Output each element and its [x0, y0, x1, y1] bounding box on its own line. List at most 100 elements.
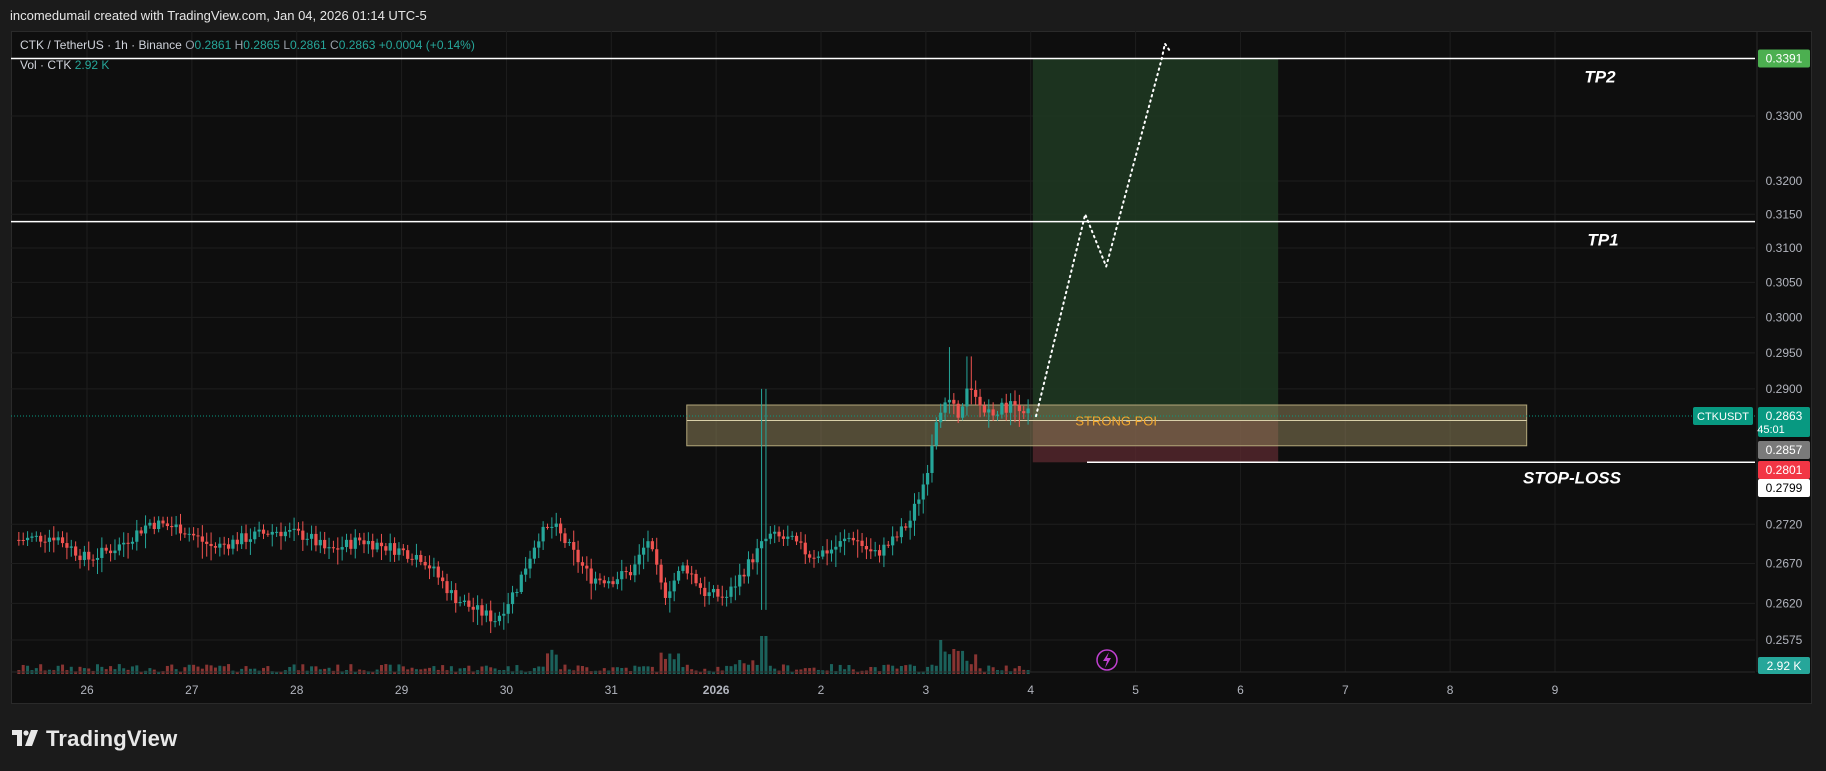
candle-body	[388, 543, 392, 551]
volume-value: 2.92 K	[74, 58, 110, 72]
candle-body	[803, 542, 807, 555]
volume-bar	[314, 666, 318, 674]
footer-brand: TradingView	[46, 726, 178, 751]
symbol-tag	[1693, 407, 1753, 426]
candle-body	[218, 543, 222, 548]
volume-bar	[655, 671, 659, 674]
volume-bar	[703, 668, 707, 674]
x-tick-label: 4	[1027, 683, 1034, 697]
candle-body	[676, 570, 681, 581]
volume-label[interactable]: Vol · CTK	[20, 58, 72, 72]
volume-bar	[484, 665, 488, 674]
candle-body	[135, 530, 139, 542]
candle-body	[698, 583, 703, 588]
volume-bar	[161, 671, 165, 674]
volume-bar	[926, 666, 930, 674]
volume-bar	[388, 664, 392, 674]
candle-body	[462, 600, 467, 603]
candle-body	[489, 610, 493, 622]
candle-body	[222, 543, 226, 545]
volume-bar	[751, 660, 755, 674]
candle-body	[690, 573, 694, 575]
candle-body	[213, 546, 218, 548]
volume-bar	[39, 664, 43, 674]
volume-bar	[78, 666, 82, 674]
volume-bar	[467, 665, 471, 674]
volume-bar	[873, 667, 877, 674]
candle-body	[628, 572, 633, 576]
volume-bar	[178, 671, 182, 674]
candle-body	[113, 550, 117, 554]
volume-bar	[266, 666, 270, 674]
x-tick-label: 27	[185, 683, 199, 697]
lightning-icon[interactable]	[1096, 649, 1118, 671]
volume-bar	[790, 671, 794, 674]
candle-body	[982, 405, 987, 413]
candle-body	[864, 546, 869, 550]
candle-body	[921, 484, 925, 500]
volume-bar	[183, 667, 187, 674]
volume-bar	[423, 668, 427, 674]
volume-bar	[781, 664, 785, 674]
x-tick-label: 6	[1237, 683, 1244, 697]
volume-bar	[227, 664, 231, 674]
poi-label: STRONG POI	[1075, 413, 1157, 428]
candle-body	[829, 549, 834, 554]
candle-body	[305, 538, 309, 540]
x-tick-label: 9	[1552, 683, 1559, 697]
volume-bar	[768, 665, 772, 674]
candle-body	[917, 499, 921, 504]
volume-bar	[974, 654, 978, 674]
candle-body	[253, 531, 257, 540]
candle-body	[401, 548, 405, 551]
candle-body	[694, 573, 698, 584]
volume-bar	[934, 665, 938, 674]
candle-body	[1022, 411, 1026, 414]
price-tag-last	[1758, 407, 1810, 438]
candle-body	[559, 523, 563, 534]
y-tick-label: 0.2575	[1766, 633, 1803, 647]
volume-bar	[222, 666, 226, 674]
volume-bar	[733, 664, 737, 674]
candle-body	[510, 592, 515, 605]
volume-bar	[677, 653, 681, 674]
candle-body	[585, 565, 589, 569]
volume-bar	[275, 671, 279, 674]
volume-bar	[908, 664, 912, 674]
volume-bar	[637, 666, 641, 674]
volume-bar	[847, 665, 851, 674]
candle-body	[554, 523, 558, 527]
x-tick-label: 30	[500, 683, 514, 697]
candle-body	[200, 536, 204, 542]
candle-body	[1004, 402, 1008, 413]
candle-body	[891, 536, 895, 546]
candle-body	[589, 568, 593, 584]
candle-body	[467, 600, 471, 607]
candle-body	[34, 535, 38, 537]
volume-bar	[371, 671, 375, 674]
volume-bar	[663, 658, 667, 674]
volume-bar	[869, 666, 873, 674]
chart-pane[interactable]	[11, 31, 1812, 704]
candle-body	[550, 526, 554, 528]
volume-bar	[410, 667, 414, 674]
volume-bar	[969, 664, 973, 674]
volume-bar	[812, 667, 816, 674]
candle-body	[148, 522, 152, 526]
candle-body	[502, 613, 506, 616]
volume-bar	[209, 665, 213, 674]
candle-body	[406, 550, 410, 559]
candle-body	[336, 548, 340, 550]
candle-body	[746, 559, 751, 577]
volume-bar	[746, 664, 750, 674]
symbol-name[interactable]: CTK / TetherUS · 1h · Binance	[20, 38, 182, 52]
candle-body	[471, 606, 475, 610]
volume-bar	[991, 667, 995, 674]
volume-bar	[615, 667, 619, 674]
change-value: +0.0004 (+0.14%)	[378, 38, 475, 52]
volume-bar	[100, 666, 104, 674]
tradingview-logo-icon[interactable]	[12, 727, 38, 752]
y-tick-label: 0.2720	[1766, 517, 1803, 531]
x-tick-label: 3	[923, 683, 930, 697]
